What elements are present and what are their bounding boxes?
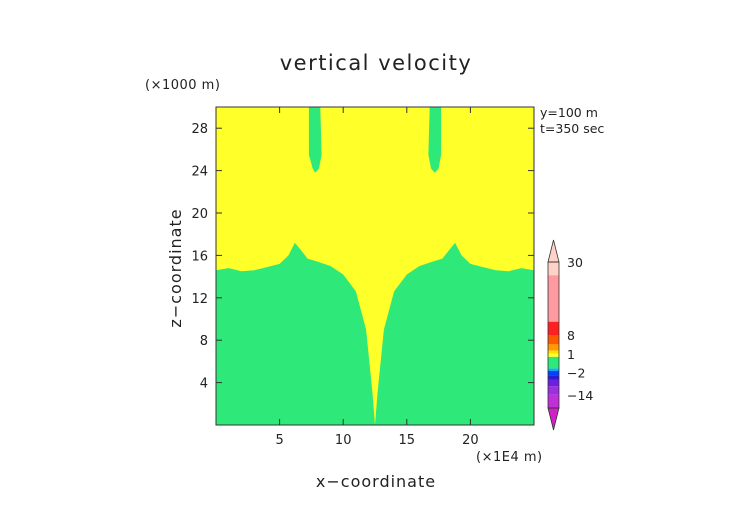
colorbar-segment: [548, 275, 559, 322]
y-axis-label: z−coordinate: [166, 208, 185, 327]
colorbar-segment: [548, 394, 559, 408]
colorbar-label: 1: [567, 347, 575, 362]
contour-island-3: [367, 245, 383, 289]
x-tick-label: 20: [462, 433, 479, 448]
x-tick-label: 5: [275, 433, 283, 448]
colorbar-label: 30: [567, 255, 583, 270]
y-tick-label: 4: [200, 377, 208, 392]
colorbar-segment: [548, 356, 559, 369]
x-unit-label: (×1E4 m): [476, 450, 543, 465]
colorbar-segment: [548, 370, 559, 376]
y-tick-label: 8: [200, 334, 208, 349]
y-unit-label: (×1000 m): [145, 78, 220, 93]
colorbar-label: 8: [567, 328, 575, 343]
colorbar-label: −14: [567, 388, 593, 403]
colorbar-label: −2: [567, 366, 585, 381]
colorbar-segment: [548, 321, 559, 335]
annotation-time: t=350 sec: [540, 121, 604, 136]
colorbar-frame: [547, 261, 560, 409]
lower-region: [216, 242, 534, 425]
plot-frame: [215, 106, 535, 426]
colorbar-arrow-up: [547, 239, 560, 263]
colorbar-segment: [548, 353, 559, 357]
x-tick-label: 15: [399, 433, 416, 448]
colorbar-segment: [548, 335, 559, 345]
contour-island-2: [428, 107, 442, 173]
colorbar-segment: [548, 344, 559, 351]
contour-island-1: [308, 107, 322, 173]
y-tick-label: 16: [191, 249, 208, 264]
colorbar-segment: [548, 262, 559, 276]
colorbar: 30 8 1 −2 −14: [547, 239, 593, 431]
annotation-y-position: y=100 m: [540, 105, 598, 120]
y-tick-label: 24: [191, 165, 208, 180]
y-tick-label: 28: [191, 122, 208, 137]
colorbar-segment: [548, 386, 559, 395]
y-axis-ticks: 4 8 12 16 20 24 28: [191, 122, 534, 392]
plot-area: [215, 106, 535, 426]
y-tick-label: 20: [191, 207, 208, 222]
chart-title: vertical velocity: [280, 51, 473, 75]
x-axis-label: x−coordinate: [316, 472, 436, 491]
y-tick-label: 12: [191, 292, 208, 307]
colorbar-segment: [548, 350, 559, 354]
colorbar-arrow-down: [547, 407, 560, 431]
x-axis-ticks: 5 10 15 20: [275, 107, 479, 448]
colorbar-segment: [548, 375, 559, 380]
colorbar-segment: [548, 368, 559, 371]
colorbar-segment: [548, 379, 559, 387]
x-tick-label: 10: [335, 433, 352, 448]
